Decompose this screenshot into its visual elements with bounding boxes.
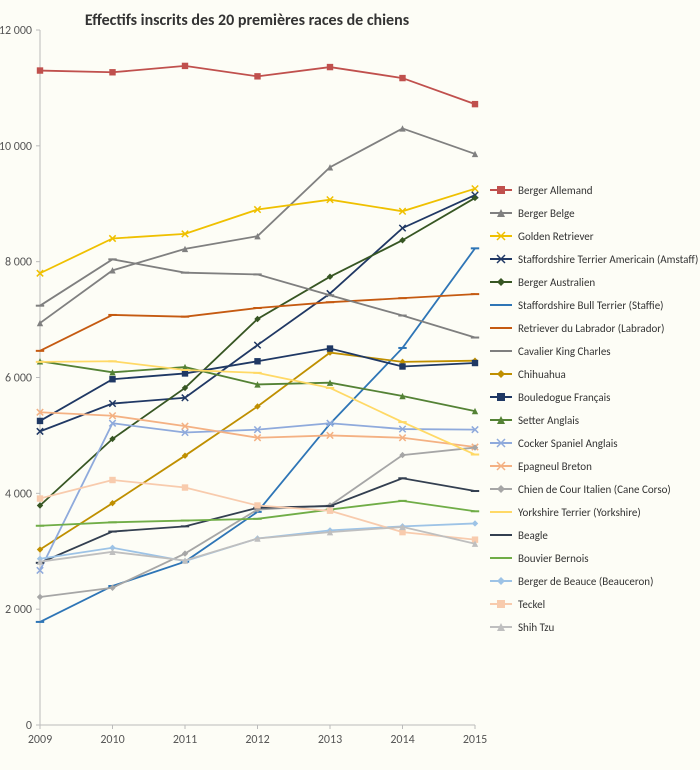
series bbox=[36, 294, 479, 351]
legend-label: Berger Australien bbox=[518, 276, 595, 289]
legend-item: Teckel bbox=[490, 598, 545, 611]
series bbox=[37, 520, 478, 564]
y-tick-label: 4 000 bbox=[5, 487, 32, 501]
x-tick-label: 2010 bbox=[100, 733, 124, 747]
legend-item: Berger de Beauce (Beauceron) bbox=[490, 575, 653, 588]
x-tick-label: 2013 bbox=[318, 733, 342, 747]
legend-item: Golden Retriever bbox=[490, 230, 594, 243]
legend-label: Bouledogue Français bbox=[518, 391, 610, 404]
legend-label: Yorkshire Terrier (Yorkshire) bbox=[518, 506, 641, 519]
legend-label: Berger de Beauce (Beauceron) bbox=[518, 575, 653, 588]
x-tick-label: 2011 bbox=[173, 733, 197, 747]
legend-label: Cavalier King Charles bbox=[518, 345, 611, 358]
legend-label: Staffordshire Terrier Americain (Amstaff… bbox=[518, 253, 698, 266]
legend-item: Berger Australien bbox=[490, 276, 595, 289]
series bbox=[37, 195, 478, 509]
plot-area bbox=[36, 63, 479, 622]
legend-label: Bouvier Bernois bbox=[518, 552, 589, 565]
legend-item: Retriever du Labrador (Labrador) bbox=[490, 322, 664, 335]
legend-label: Chien de Cour Italien (Cane Corso) bbox=[518, 483, 671, 496]
legend-label: Shih Tzu bbox=[518, 621, 555, 634]
legend-label: Chihuahua bbox=[518, 368, 566, 381]
series bbox=[37, 125, 478, 326]
legend-label: Beagle bbox=[518, 529, 548, 542]
legend-item: Berger Allemand bbox=[490, 184, 593, 197]
legend-label: Epagneul Breton bbox=[518, 460, 592, 473]
y-tick-label: 6 000 bbox=[5, 372, 32, 386]
y-tick-label: 10 000 bbox=[0, 140, 32, 154]
legend-label: Berger Belge bbox=[518, 207, 575, 220]
legend-item: Cavalier King Charles bbox=[490, 345, 611, 358]
y-tick-label: 2 000 bbox=[5, 603, 32, 617]
series bbox=[37, 185, 478, 276]
legend-item: Setter Anglais bbox=[490, 414, 579, 427]
legend-label: Berger Allemand bbox=[518, 184, 593, 197]
series bbox=[37, 63, 478, 108]
legend-label: Golden Retriever bbox=[518, 230, 594, 243]
legend-item: Yorkshire Terrier (Yorkshire) bbox=[490, 506, 641, 519]
legend-item: Chien de Cour Italien (Cane Corso) bbox=[490, 483, 671, 496]
legend-item: Epagneul Breton bbox=[490, 460, 592, 473]
legend-item: Staffordshire Bull Terrier (Staffie) bbox=[490, 299, 664, 312]
legend-label: Teckel bbox=[518, 598, 545, 611]
legend-label: Setter Anglais bbox=[518, 414, 579, 427]
legend-label: Staffordshire Bull Terrier (Staffie) bbox=[518, 299, 664, 312]
legend-label: Retriever du Labrador (Labrador) bbox=[518, 322, 664, 335]
y-tick-label: 12 000 bbox=[0, 24, 32, 38]
y-tick-label: 0 bbox=[26, 719, 32, 733]
legend-label: Cocker Spaniel Anglais bbox=[518, 437, 618, 450]
legend-item: Shih Tzu bbox=[490, 621, 555, 634]
line-chart: Effectifs inscrits des 20 premières race… bbox=[0, 0, 700, 770]
x-tick-label: 2012 bbox=[245, 733, 269, 747]
series bbox=[37, 420, 478, 574]
legend-item: Bouledogue Français bbox=[490, 391, 610, 404]
legend-item: Beagle bbox=[490, 529, 548, 542]
legend-item: Cocker Spaniel Anglais bbox=[490, 437, 618, 450]
x-tick-label: 2014 bbox=[390, 733, 414, 747]
legend-item: Bouvier Bernois bbox=[490, 552, 589, 565]
series bbox=[36, 248, 479, 622]
legend: Berger Allemand Berger Belge Golden Retrie… bbox=[490, 184, 698, 634]
y-axis: 0 2 000 4 000 6 000 8 000 10 000 12 000 bbox=[0, 24, 40, 733]
legend-item: Berger Belge bbox=[490, 207, 575, 220]
x-tick-label: 2015 bbox=[463, 733, 487, 747]
legend-item: Staffordshire Terrier Americain (Amstaff… bbox=[490, 253, 698, 266]
x-axis: 2009 2010 2011 2012 2013 2014 2015 bbox=[28, 725, 487, 747]
y-tick-label: 8 000 bbox=[5, 256, 32, 270]
chart-title: Effectifs inscrits des 20 premières race… bbox=[85, 11, 409, 30]
legend-item: Chihuahua bbox=[490, 368, 566, 381]
series bbox=[37, 524, 478, 565]
x-tick-label: 2009 bbox=[28, 733, 52, 747]
